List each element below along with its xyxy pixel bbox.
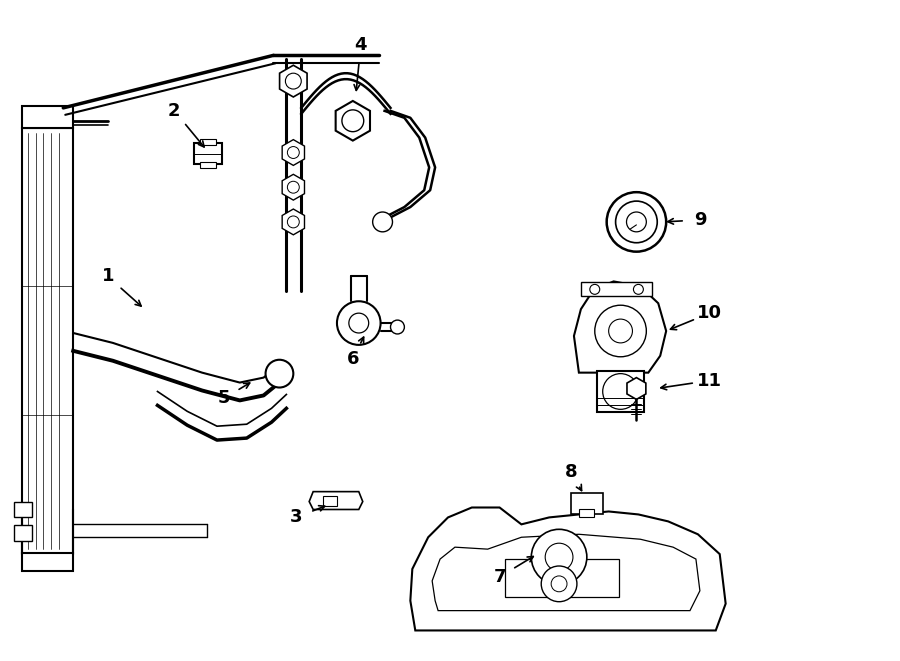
Bar (505, 559, 618, 597)
Bar (200, 139, 216, 145)
Polygon shape (280, 65, 307, 97)
Circle shape (287, 181, 300, 193)
Circle shape (373, 212, 392, 232)
Bar (22, 553, 73, 571)
Bar (571, 492, 603, 514)
Circle shape (616, 201, 657, 243)
Text: 10: 10 (698, 304, 723, 322)
Text: 7: 7 (493, 568, 506, 586)
Text: 11: 11 (698, 371, 723, 389)
Circle shape (634, 284, 643, 294)
Circle shape (551, 576, 567, 592)
Circle shape (607, 192, 666, 252)
Polygon shape (336, 101, 370, 141)
Text: 3: 3 (290, 508, 302, 526)
Bar (579, 510, 594, 518)
Polygon shape (432, 534, 700, 611)
Polygon shape (283, 209, 304, 235)
Circle shape (337, 301, 381, 345)
Text: 9: 9 (694, 211, 706, 229)
Circle shape (608, 319, 633, 343)
Circle shape (391, 320, 404, 334)
Polygon shape (574, 282, 666, 373)
Circle shape (603, 373, 638, 409)
Bar (580, 282, 652, 296)
Text: 1: 1 (102, 268, 114, 286)
Circle shape (545, 543, 573, 571)
Bar (22, 106, 73, 128)
Circle shape (287, 147, 300, 159)
Circle shape (266, 360, 293, 387)
Polygon shape (410, 508, 725, 631)
Circle shape (626, 212, 646, 232)
Polygon shape (283, 139, 304, 165)
Bar (14, 502, 32, 518)
Bar (323, 496, 337, 506)
Text: 2: 2 (168, 102, 181, 120)
Polygon shape (627, 377, 646, 399)
Text: 5: 5 (218, 389, 230, 407)
Circle shape (287, 216, 300, 228)
Text: 8: 8 (564, 463, 577, 481)
Text: 4: 4 (355, 36, 367, 54)
Circle shape (595, 305, 646, 357)
Circle shape (349, 313, 369, 333)
Circle shape (285, 73, 302, 89)
Bar (14, 525, 32, 541)
Circle shape (342, 110, 364, 132)
Text: 6: 6 (346, 350, 359, 368)
Polygon shape (283, 175, 304, 200)
Bar (22, 128, 73, 554)
Circle shape (541, 566, 577, 602)
Bar (194, 143, 222, 165)
Circle shape (531, 529, 587, 585)
Circle shape (590, 284, 599, 294)
Bar (200, 163, 216, 169)
Bar (597, 371, 644, 412)
Polygon shape (310, 492, 363, 510)
